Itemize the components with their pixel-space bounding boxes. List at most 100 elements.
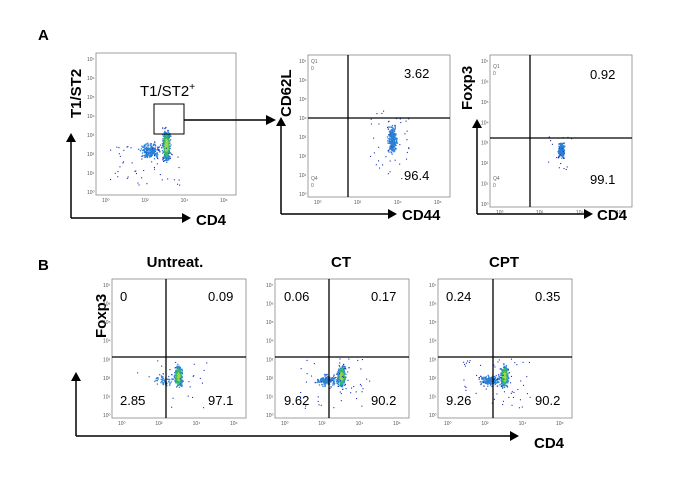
event-dot: [167, 149, 169, 152]
event-dot: [361, 391, 363, 393]
event-dot: [342, 384, 344, 386]
event-dot: [119, 155, 121, 157]
upper-right-percent: 0.35: [535, 289, 560, 304]
event-dot: [154, 144, 156, 146]
event-dot: [559, 151, 561, 153]
event-dot: [518, 407, 520, 409]
event-dot: [500, 377, 502, 379]
event-dot: [177, 183, 179, 185]
event-dot: [496, 385, 499, 387]
event-dot: [151, 161, 153, 163]
event-dot: [394, 133, 396, 135]
event-dot: [396, 139, 398, 141]
event-dot: [144, 151, 146, 153]
y-tick-label: 10⁰: [103, 413, 111, 419]
event-dot: [320, 404, 322, 406]
event-dot: [392, 134, 394, 136]
event-dot: [388, 120, 390, 122]
event-dot: [571, 138, 573, 140]
event-dot: [323, 381, 325, 383]
event-dot: [333, 374, 335, 376]
y-tick-label: 10²: [87, 152, 95, 158]
x-tick-labels: 10⁰ 10² 10⁴ 10⁶: [314, 200, 442, 206]
event-dot: [338, 376, 341, 378]
event-dot: [502, 371, 504, 373]
event-dot: [481, 376, 483, 378]
event-dot: [157, 377, 159, 379]
event-dot: [340, 400, 342, 402]
event-dot: [344, 378, 346, 380]
event-dot: [521, 406, 523, 408]
event-dot: [502, 377, 504, 380]
event-dot: [563, 168, 565, 170]
y-tick-label: 10⁶: [103, 302, 111, 308]
y-tick-label: 10⁴: [87, 114, 95, 120]
event-dot: [144, 144, 146, 146]
event-dot: [171, 406, 173, 408]
event-dot: [480, 384, 482, 386]
event-dot: [504, 370, 506, 372]
event-dot: [378, 123, 380, 125]
event-dot: [178, 167, 180, 169]
event-dot: [488, 379, 490, 381]
q1-value: 0: [493, 71, 496, 77]
event-dot: [503, 366, 506, 368]
event-dot: [164, 148, 166, 150]
x-tick-label: 10²: [536, 210, 544, 216]
event-dot: [149, 144, 151, 147]
event-dot: [165, 157, 167, 159]
event-dot: [181, 373, 183, 375]
event-dot: [164, 154, 167, 156]
event-dot: [192, 375, 194, 377]
event-dot: [498, 359, 500, 361]
event-dot: [141, 152, 144, 154]
event-dot: [175, 376, 177, 378]
event-dot: [391, 141, 393, 144]
event-dot: [176, 382, 178, 384]
plot-title: CT: [331, 254, 351, 271]
event-dot: [389, 142, 391, 144]
panel-a-plot-3: 10⁷ 10⁶ 10⁵ 10⁴ 10³ 10² 10¹ 10⁰ 10⁰ 10² 10⁴ 10⁶ Q1…: [459, 54, 633, 224]
event-dot: [501, 381, 503, 383]
event-dot: [158, 149, 161, 151]
event-dot: [394, 142, 396, 144]
event-dot: [487, 385, 489, 387]
event-dot: [550, 140, 552, 142]
q1-name: Q1: [311, 59, 318, 65]
event-dot: [326, 378, 328, 380]
event-dot: [502, 383, 504, 385]
event-dot: [343, 369, 345, 371]
event-dot: [143, 148, 145, 151]
event-dot: [343, 371, 345, 373]
event-dot: [169, 134, 171, 136]
event-dot: [342, 378, 344, 380]
event-dot: [359, 383, 361, 385]
event-dot: [376, 113, 378, 115]
event-dot: [342, 380, 344, 382]
event-dot: [150, 152, 152, 154]
event-dot: [177, 381, 179, 383]
event-dot: [387, 140, 389, 142]
event-dot: [326, 377, 328, 379]
y-tick-labels: 10⁷ 10⁶ 10⁵ 10⁴ 10³ 10² 10¹ 10⁰: [429, 283, 437, 419]
event-dot: [168, 145, 171, 147]
x-axis-title: CD4: [196, 212, 227, 229]
lower-right-percent: 96.4: [404, 168, 429, 183]
lower-right-percent: 90.2: [535, 393, 560, 408]
event-dot: [485, 378, 488, 380]
event-dot: [501, 371, 504, 373]
event-dot: [375, 164, 377, 166]
event-dot: [138, 184, 140, 186]
event-dot: [389, 134, 391, 136]
event-dot: [503, 364, 505, 366]
event-dot: [149, 149, 151, 151]
event-dot: [342, 383, 344, 385]
event-dot: [158, 150, 160, 152]
event-dot: [502, 385, 504, 387]
event-dot: [475, 392, 477, 394]
event-dot: [560, 142, 562, 144]
event-dot: [167, 156, 169, 158]
event-dot: [142, 149, 144, 152]
event-dot: [166, 152, 169, 154]
